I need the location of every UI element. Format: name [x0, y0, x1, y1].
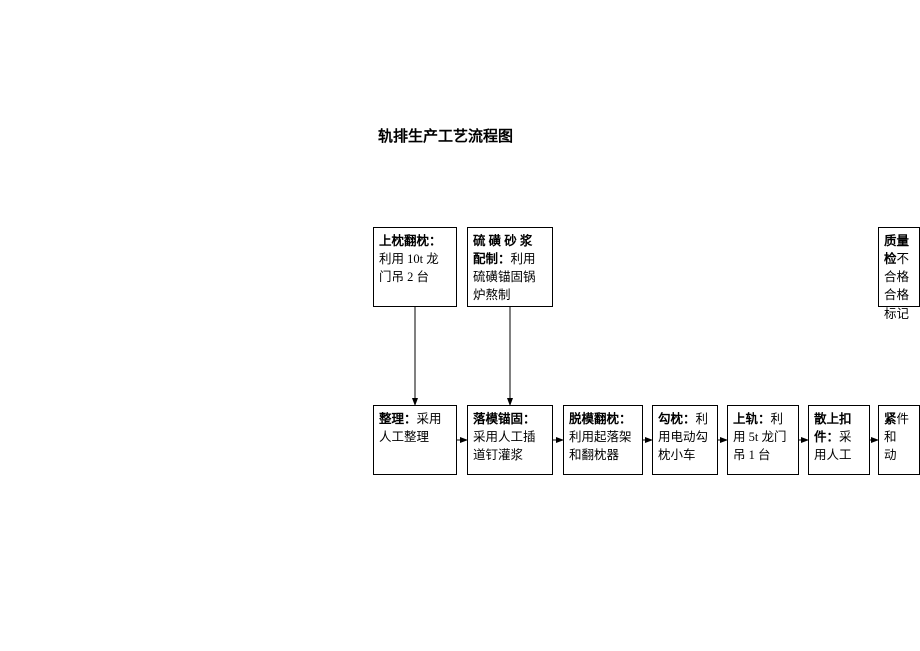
node-prefix: 紧 — [884, 412, 897, 426]
node-bottom-2: 落模锚固： 采用人工插道钉灌浆 — [467, 405, 553, 475]
node-body: 利用起落架和翻枕器 — [569, 430, 632, 462]
node-prefix: 脱模翻枕： — [569, 412, 632, 426]
diagram-title: 轨排生产工艺流程图 — [378, 125, 513, 146]
node-bottom-4: 勾枕：利用电动勾枕小车 — [652, 405, 718, 475]
node-bottom-5: 上轨：利用 5t 龙门吊 1 台 — [727, 405, 799, 475]
node-prefix: 上枕翻枕： — [379, 234, 442, 248]
node-prefix: 落模锚固： — [473, 412, 536, 426]
node-bottom-7: 紧件和动 — [878, 405, 920, 475]
node-body: 采用人工插道钉灌浆 — [473, 430, 536, 462]
node-top-2: 硫 磺 砂 浆 配制：利用硫磺锚固锅炉熬制 — [467, 227, 553, 307]
node-bottom-3: 脱模翻枕： 利用起落架和翻枕器 — [563, 405, 643, 475]
flow-arrows — [0, 0, 920, 651]
node-bottom-1: 整理：采用人工整理 — [373, 405, 457, 475]
node-prefix: 整理： — [379, 412, 417, 426]
node-top-1: 上枕翻枕： 利用 10t 龙门吊 2 台 — [373, 227, 457, 307]
node-prefix: 勾枕： — [658, 412, 696, 426]
node-body: 利用 10t 龙门吊 2 台 — [379, 252, 439, 284]
node-bottom-6: 散上扣件：采用人工 — [808, 405, 870, 475]
node-top-3: 质量检不合格合格标记 — [878, 227, 920, 307]
node-prefix: 上轨： — [733, 412, 771, 426]
